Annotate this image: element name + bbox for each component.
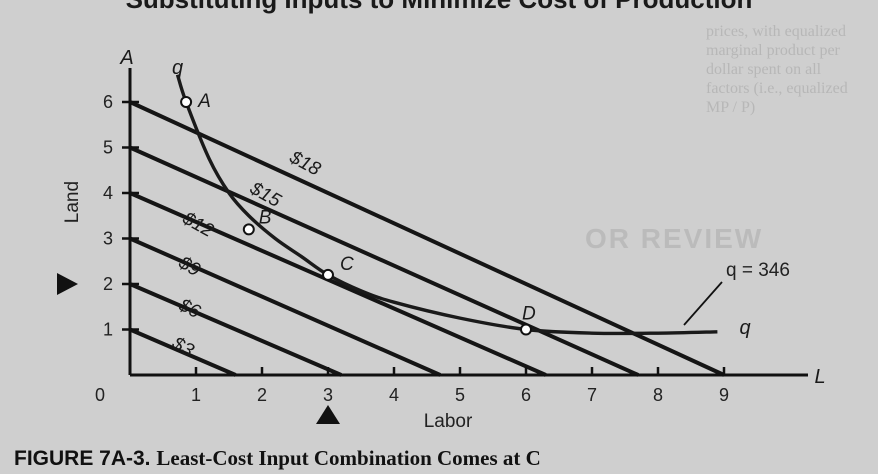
point-D [520, 323, 532, 336]
y-tick-label-2: 2 [103, 274, 113, 294]
isocost-label-12: $12 [178, 208, 217, 242]
point-C [322, 268, 334, 281]
x-tick-label-8: 8 [653, 385, 663, 405]
page-heading: Substituting Inputs to Minimize Cost of … [0, 0, 878, 15]
y-tick-label-3: 3 [103, 229, 113, 249]
x-tick-label-1: 1 [191, 385, 201, 405]
isocost-line-15 [129, 145, 640, 377]
point-label-D: D [522, 304, 536, 325]
isocost-lines [129, 100, 725, 377]
axis-ticks [122, 100, 726, 375]
x-tick-label-9: 9 [719, 385, 729, 405]
y-tick-label-1: 1 [103, 320, 113, 340]
point-label-A: A [197, 91, 211, 112]
isoquant-label-end: q [739, 317, 750, 339]
x-tick-label-7: 7 [587, 385, 597, 405]
y-axis-title: Land [62, 181, 83, 223]
isocost-label-6: $6 [174, 294, 204, 323]
background-text: prices, with equalized marginal product … [706, 23, 848, 116]
isocost-line-9 [129, 236, 442, 377]
chart-points: A B C D [180, 91, 536, 336]
x-axis-title: Labor [424, 411, 473, 432]
x-tick-label-4: 4 [389, 385, 399, 405]
x-tick-label-3: 3 [323, 385, 333, 405]
caption-text: Least-Cost Input Combination Comes at C [156, 446, 541, 470]
isoquant-label-start: q [172, 57, 183, 79]
isocost-line-3 [129, 327, 237, 377]
origin-label: 0 [95, 385, 105, 405]
isoquant-annotation: q = 346 [726, 260, 790, 281]
isocost-label-9: $9 [174, 252, 204, 281]
annotation-leader-line [683, 281, 723, 326]
x-tick-label-5: 5 [455, 385, 465, 405]
x-tick-label-2: 2 [257, 385, 267, 405]
x-axis-letter: L [814, 366, 825, 388]
point-label-C: C [340, 254, 354, 275]
y-marker-triangle [57, 273, 78, 295]
background-heading: OR REVIEW [585, 223, 764, 254]
isocost-line-12 [129, 191, 547, 377]
caption-figure-number: FIGURE 7A-3. [14, 447, 151, 470]
y-tick-label-4: 4 [103, 183, 113, 203]
x-marker-triangle [316, 405, 340, 424]
point-label-B: B [259, 207, 272, 228]
point-B [242, 223, 255, 236]
x-tick-label-6: 6 [521, 385, 531, 405]
figure-caption: FIGURE 7A-3. Least-Cost Input Combinatio… [14, 446, 541, 471]
y-tick-label-5: 5 [103, 138, 113, 158]
isocost-line-18 [129, 100, 725, 377]
y-tick-label-6: 6 [103, 92, 113, 112]
point-A [180, 96, 193, 108]
y-axis-letter: A [119, 47, 133, 69]
isocost-line-6 [129, 282, 342, 377]
